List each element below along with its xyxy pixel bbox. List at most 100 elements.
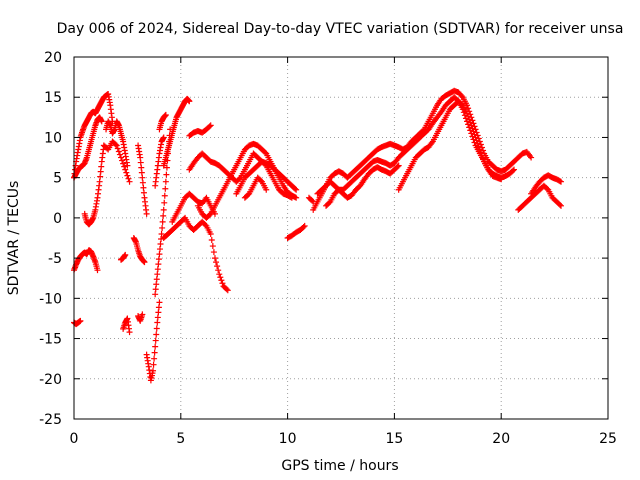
data-point-marker [98,163,105,170]
data-point-marker [160,206,167,213]
series-track-y [284,222,308,241]
series-track-r [160,214,231,294]
data-point-marker [301,222,308,229]
plot-frame [73,56,609,420]
data-point-marker [160,212,167,219]
data-point-marker [544,185,551,192]
series-track-p [156,111,169,133]
data-point-marker [151,355,158,362]
data-point-marker [140,184,147,191]
data-point-marker [257,177,264,184]
data-point-marker [208,237,215,244]
series-track-k [135,311,146,324]
series-track-ae [515,182,565,213]
data-point-marker [477,149,484,156]
data-point-marker [155,261,162,268]
data-point-marker [117,154,124,161]
data-point-marker [162,111,169,118]
series-track-h [117,251,129,263]
y-tick-label: 20 [44,50,62,66]
data-point-marker [150,367,157,374]
data-point-marker [162,185,169,192]
series-track-x [241,174,270,201]
data-point-marker [207,230,214,237]
data-point-marker [161,192,168,199]
data-point-marker [223,286,230,293]
series-track-b [71,114,105,181]
data-point-marker [153,276,160,283]
data-point-marker [96,178,103,185]
data-point-marker [121,163,128,170]
data-point-marker [151,349,158,356]
data-point-marker [77,317,84,324]
data-point-marker [216,271,223,278]
data-point-marker [152,337,159,344]
x-tick-label: 5 [176,431,185,447]
data-point-marker [469,125,476,132]
data-point-marker [162,178,169,185]
data-point-marker [156,299,163,306]
data-point-marker [163,164,170,171]
data-point-marker [300,223,307,230]
series-track-ac [323,162,402,209]
data-point-marker [97,168,104,175]
data-point-marker [158,230,165,237]
data-point-marker [473,137,480,144]
data-point-marker [263,186,270,193]
data-point-marker [137,159,144,166]
data-point-marker [157,241,164,248]
data-point-marker [214,263,221,270]
data-point-marker [556,178,563,185]
data-point-marker [138,164,145,171]
data-point-marker [209,243,216,250]
data-point-marker [159,218,166,225]
data-point-marker [224,287,231,294]
data-point-marker [326,199,333,206]
data-point-marker [126,329,133,336]
data-point-marker [112,141,119,148]
series-track-d [103,118,131,169]
data-point-marker [480,155,487,162]
data-point-marker [154,271,161,278]
data-point-marker [138,169,145,176]
series-track-af [528,172,565,197]
data-point-marker [528,154,535,161]
data-point-marker [211,255,218,262]
data-point-marker [458,93,465,100]
data-point-marker [202,221,209,228]
y-tick-label: 10 [44,130,62,146]
data-point-marker [474,140,481,147]
data-point-marker [467,119,474,126]
data-point-marker [558,178,565,185]
data-point-marker [236,175,243,182]
data-point-marker [206,211,213,218]
data-point-marker [245,191,252,198]
series-track-ad [395,98,518,193]
data-point-marker [152,286,159,293]
data-point-marker [120,160,127,167]
x-axis-label: GPS time / hours [281,458,398,474]
data-point-marker [476,146,483,153]
data-point-marker [468,122,475,129]
data-point-marker [155,309,162,316]
series-track-c [81,142,107,228]
data-point-marker [293,186,300,193]
data-point-marker [160,134,167,141]
data-point-marker [471,131,478,138]
data-point-marker [156,251,163,258]
data-point-marker [156,246,163,253]
data-point-marker [158,236,165,243]
data-point-marker [472,134,479,141]
data-point-marker [153,281,160,288]
data-point-marker [475,143,482,150]
x-tick-label: 0 [70,431,79,447]
data-point-marker [115,148,122,155]
data-point-marker [556,201,563,208]
data-point-marker [124,172,131,179]
data-point-marker [97,173,104,180]
data-point-marker [465,105,472,112]
series-track-e [100,138,133,185]
data-point-marker [153,331,160,338]
